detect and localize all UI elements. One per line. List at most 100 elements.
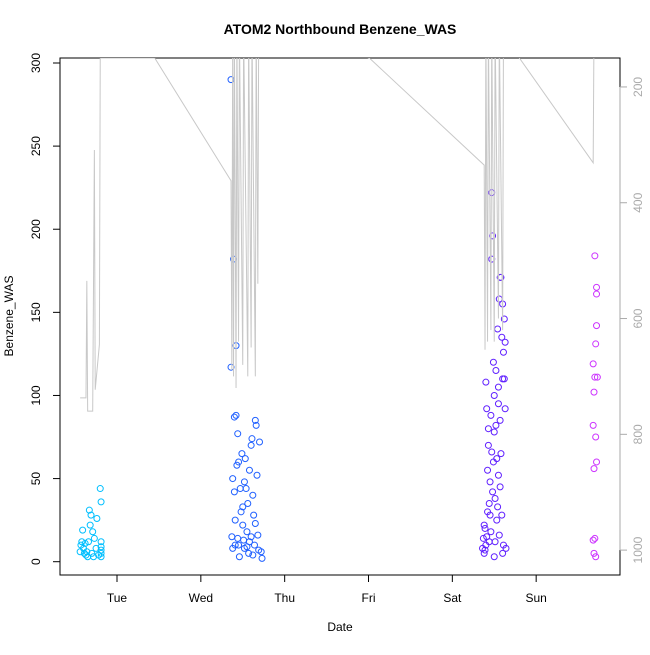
point: [239, 521, 247, 529]
point: [479, 534, 487, 542]
point: [237, 508, 245, 516]
point: [493, 516, 501, 524]
point: [243, 528, 251, 536]
point: [480, 549, 488, 557]
point: [92, 544, 100, 552]
point: [97, 543, 105, 551]
point: [250, 511, 258, 519]
point: [494, 503, 502, 511]
point: [238, 450, 246, 458]
chart-title: ATOM2 Northbound Benzene_WAS: [224, 21, 457, 37]
point: [499, 541, 507, 549]
x-tick-label: Sat: [443, 591, 462, 605]
point: [589, 421, 597, 429]
point: [490, 391, 498, 399]
y-tick-label: 300: [29, 53, 43, 73]
point: [249, 491, 257, 499]
point: [233, 461, 241, 469]
y2-tick-label: 600: [631, 308, 645, 328]
point: [496, 416, 504, 424]
point: [235, 553, 243, 561]
point: [498, 333, 506, 341]
point: [589, 360, 597, 368]
point: [589, 536, 597, 544]
point: [249, 551, 257, 559]
point: [482, 541, 490, 549]
point: [593, 458, 601, 466]
point: [489, 358, 497, 366]
point: [242, 485, 250, 493]
point: [481, 546, 489, 554]
point: [234, 534, 242, 542]
point: [228, 533, 236, 541]
point: [79, 526, 87, 534]
point: [494, 383, 502, 391]
x-axis-label: Date: [327, 620, 353, 634]
point: [231, 541, 239, 549]
point: [247, 533, 255, 541]
point: [591, 373, 599, 381]
point: [592, 340, 600, 348]
line-series: [80, 58, 595, 412]
point: [235, 458, 243, 466]
y-tick-label: 50: [29, 472, 43, 486]
point: [592, 433, 600, 441]
point: [236, 485, 244, 493]
point: [235, 541, 243, 549]
point: [496, 483, 504, 491]
point: [231, 516, 239, 524]
point: [88, 549, 96, 557]
point: [230, 488, 238, 496]
point: [494, 471, 502, 479]
point: [78, 538, 86, 546]
y-tick-label: 0: [29, 558, 43, 565]
point: [501, 338, 509, 346]
point: [593, 283, 601, 291]
point: [480, 521, 488, 529]
y-axis-label: Benzene_WAS: [2, 276, 16, 357]
point: [489, 232, 497, 240]
point: [93, 514, 101, 522]
point: [493, 455, 501, 463]
point: [96, 485, 104, 493]
point: [83, 548, 91, 556]
point: [593, 373, 601, 381]
point: [97, 498, 105, 506]
point: [500, 315, 508, 323]
point: [252, 421, 260, 429]
point: [87, 511, 95, 519]
point: [593, 290, 601, 298]
point: [85, 538, 93, 546]
point: [248, 435, 256, 443]
point: [484, 466, 492, 474]
point: [492, 421, 500, 429]
point: [481, 524, 489, 532]
y2-tick-label: 1000: [631, 536, 645, 563]
point: [485, 500, 493, 508]
point: [258, 554, 266, 562]
point: [499, 375, 507, 383]
plot-box: [59, 57, 621, 576]
point: [590, 388, 598, 396]
point: [494, 400, 502, 408]
point: [491, 495, 499, 503]
point: [489, 458, 497, 466]
point: [484, 425, 492, 433]
point: [254, 531, 262, 539]
point: [487, 528, 495, 536]
point: [230, 413, 238, 421]
point: [498, 511, 506, 519]
point: [86, 521, 94, 529]
y-tick-label: 250: [29, 136, 43, 156]
y-tick-label: 150: [29, 302, 43, 322]
point: [590, 465, 598, 473]
y2-tick-label: 200: [631, 77, 645, 97]
point: [250, 541, 258, 549]
y-tick-label: 200: [29, 219, 43, 239]
y-tick-label: 100: [29, 385, 43, 405]
point: [592, 553, 600, 561]
point: [232, 411, 240, 419]
point: [97, 546, 105, 554]
